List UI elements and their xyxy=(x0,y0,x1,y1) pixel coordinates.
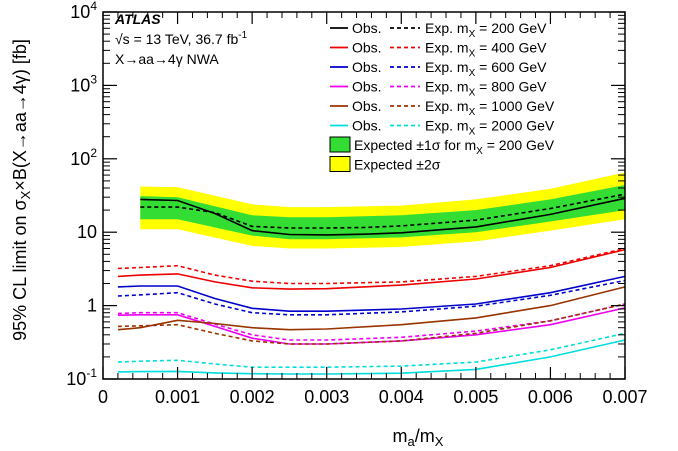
y-axis-title: 95% CL limit on σX×B(X→aa→4γ) [fb] xyxy=(10,39,33,341)
y-tick-exponent: 2 xyxy=(90,146,97,160)
y-tick-exponent: 3 xyxy=(90,72,97,86)
legend-obs-label: Obs. xyxy=(352,59,382,75)
y-tick-label: 10 xyxy=(77,222,97,242)
legend-exp-sub: X xyxy=(469,127,476,138)
obs-line-400 xyxy=(117,248,626,290)
exp-line-400 xyxy=(117,247,626,285)
legend-exp-label-1000: Exp. mX = 1000 GeV xyxy=(425,98,555,118)
y-tick-label: 104 xyxy=(70,0,97,22)
x-tick-label: 0.004 xyxy=(379,387,424,407)
x-tick-label: 0.003 xyxy=(304,387,349,407)
y-tick-label: 103 xyxy=(70,72,97,95)
legend-obs-label: Obs. xyxy=(352,98,382,114)
legend-exp-prefix: Exp. m xyxy=(425,59,469,75)
experiment-label: ATLAS xyxy=(114,11,161,27)
x-tick-label: 0 xyxy=(98,387,108,407)
atlas-annotation: ATLAS √s = 13 TeV, 36.7 fb-1 X→aa→4γ NWA xyxy=(114,11,248,67)
y-tick-base: 10 xyxy=(70,149,90,169)
y-title-rest: ×B(X→aa→4γ) [fb] xyxy=(10,39,30,191)
y-tick-label: 10-1 xyxy=(66,366,97,389)
legend-exp-label-600: Exp. mX = 600 GeV xyxy=(425,59,547,79)
x-tick-label: 0.001 xyxy=(155,387,200,407)
exp-line-1000 xyxy=(117,303,626,345)
legend-obs-label: Obs. xyxy=(352,40,382,56)
legend-obs-label: Obs. xyxy=(352,79,382,95)
exp-line-200 xyxy=(140,193,626,229)
legend-exp-mass: = 1000 GeV xyxy=(475,98,555,114)
obs-line-800 xyxy=(117,307,626,345)
y-title-main: 95% CL limit on σ xyxy=(10,199,30,341)
y-tick-base: 10 xyxy=(66,369,86,389)
legend-1sigma-rest: = 200 GeV xyxy=(483,137,555,153)
legend-exp-sub: X xyxy=(469,29,476,40)
legend-1sigma-main: Expected ±1σ for m xyxy=(354,137,476,153)
legend-exp-label-2000: Exp. mX = 2000 GeV xyxy=(425,118,555,138)
exp-line-800 xyxy=(117,303,626,341)
process-label: X→aa→4γ NWA xyxy=(115,51,219,67)
legend-exp-prefix: Exp. m xyxy=(425,20,469,36)
y-tick-base: 10 xyxy=(70,2,90,22)
exp-line-600 xyxy=(117,279,626,316)
legend-obs-label: Obs. xyxy=(352,118,382,134)
x-axis-sub-x: X xyxy=(435,434,444,449)
obs-line-200 xyxy=(140,197,626,236)
band-1sigma xyxy=(140,185,626,240)
lines-layer xyxy=(117,193,626,375)
legend-1sigma-label: Expected ±1σ for mX = 200 GeV xyxy=(354,137,555,157)
x-tick-label: 0.002 xyxy=(230,387,275,407)
legend-1sigma-swatch xyxy=(329,136,351,153)
legend-1sigma-sub: X xyxy=(476,146,483,157)
energy-label: √s = 13 TeV, 36.7 fb-1 xyxy=(115,30,248,47)
x-tick-label: 0.006 xyxy=(528,387,573,407)
legend-exp-mass: = 600 GeV xyxy=(475,59,547,75)
obs-line-1000 xyxy=(117,286,626,331)
legend-exp-mass: = 2000 GeV xyxy=(475,118,555,134)
legend-2sigma-swatch xyxy=(329,156,351,172)
legend-exp-label-400: Exp. mX = 400 GeV xyxy=(425,40,547,60)
bands-layer xyxy=(140,172,626,249)
plot-frame xyxy=(102,11,626,380)
legend-exp-mass: = 200 GeV xyxy=(475,20,547,36)
ticks-layer: 0 0.001 0.002 0.003 0.004 0.005 0.006 0.00710-1… xyxy=(66,0,647,407)
x-tick-label: 0.007 xyxy=(602,387,647,407)
obs-line-600 xyxy=(117,275,626,312)
x-axis-title: ma/mX xyxy=(393,426,444,449)
x-tick-label: 0.005 xyxy=(453,387,498,407)
x-axis-sub-a: a xyxy=(408,434,416,449)
y-tick-exponent: 4 xyxy=(90,0,97,13)
legend-exp-prefix: Exp. m xyxy=(425,79,469,95)
y-tick-label: 1 xyxy=(87,296,97,316)
y-tick-label: 102 xyxy=(70,146,97,169)
obs-line-2000 xyxy=(117,339,626,375)
legend-exp-sub: X xyxy=(469,88,476,99)
legend-obs-label: Obs. xyxy=(352,20,382,36)
y-title-sub: X xyxy=(18,190,33,199)
legend-exp-sub: X xyxy=(469,107,476,118)
x-axis-slash: /m xyxy=(415,426,435,446)
legend-exp-prefix: Exp. m xyxy=(425,40,469,56)
y-tick-base: 10 xyxy=(70,75,90,95)
legend-exp-prefix: Exp. m xyxy=(425,118,469,134)
energy-exponent: -1 xyxy=(238,30,247,41)
legend-exp-sub: X xyxy=(469,68,476,79)
legend-exp-mass: = 800 GeV xyxy=(475,79,547,95)
y-tick-exponent: -1 xyxy=(86,366,97,380)
legend-2sigma-label: Expected ±2σ xyxy=(354,157,441,173)
exp-line-2000 xyxy=(117,332,626,368)
legend-exp-label-800: Exp. mX = 800 GeV xyxy=(425,79,547,99)
legend-exp-mass: = 400 GeV xyxy=(475,40,547,56)
legend-exp-prefix: Exp. m xyxy=(425,98,469,114)
legend-exp-sub: X xyxy=(469,49,476,60)
legend-exp-label-200: Exp. mX = 200 GeV xyxy=(425,20,547,40)
energy-main: √s = 13 TeV, 36.7 fb xyxy=(115,31,238,47)
